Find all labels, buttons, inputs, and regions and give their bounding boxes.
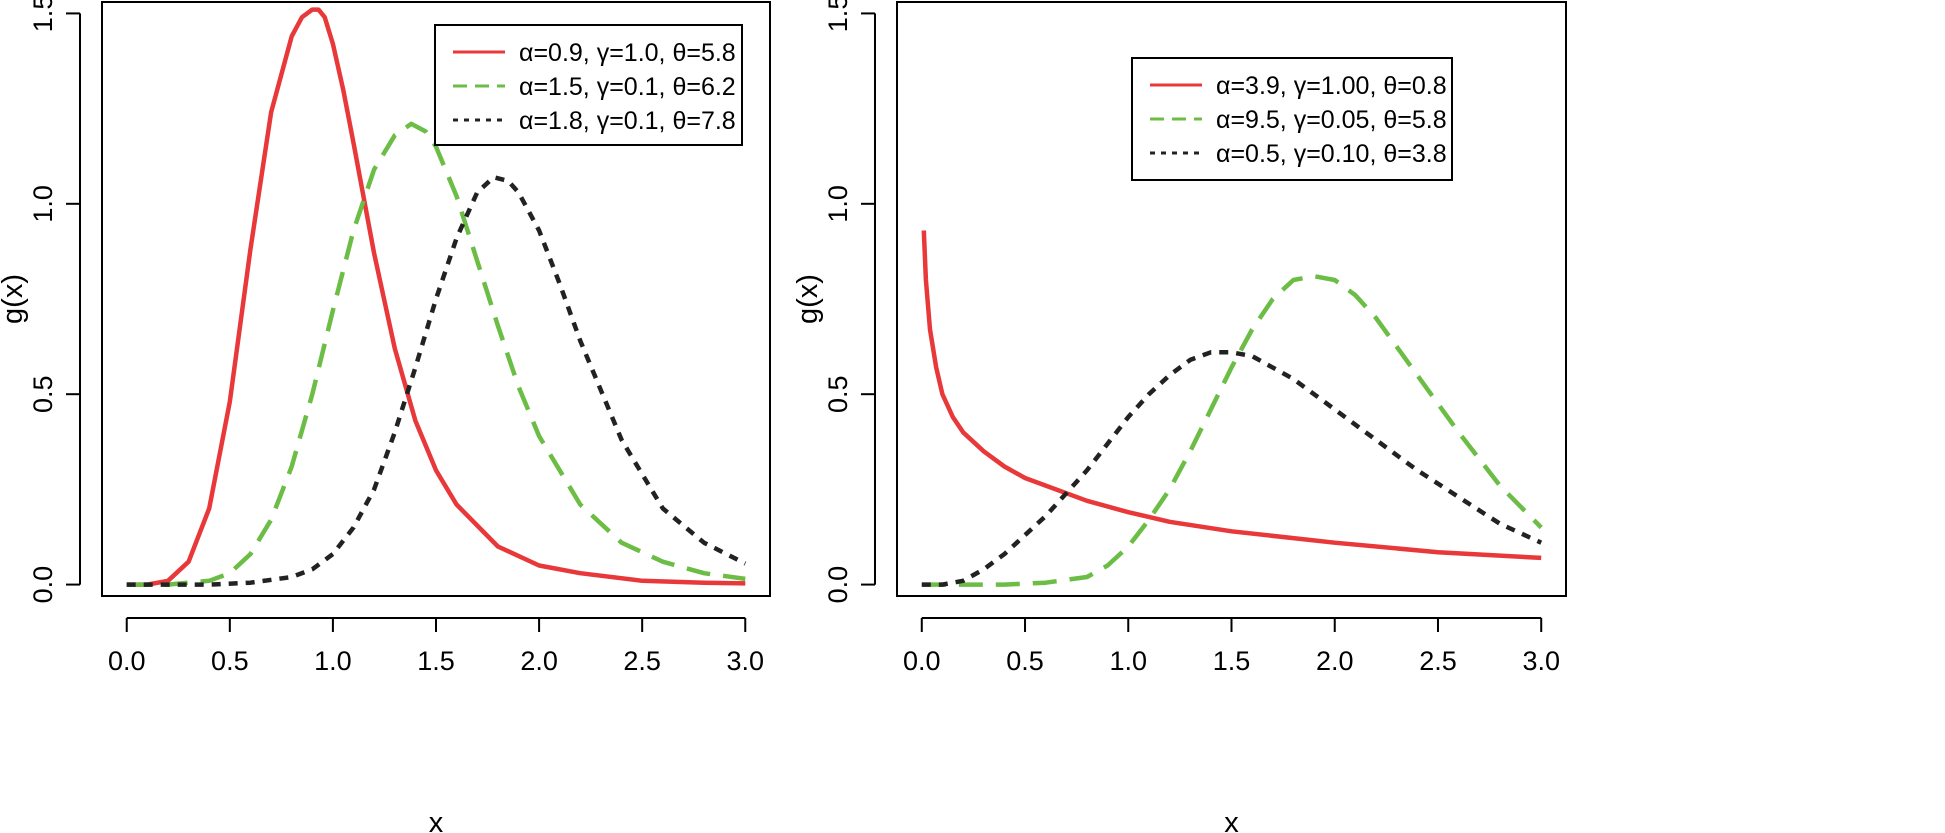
right-plot-panel: 0.0 0.5 1.0 1.5 2.0 2.5 3.0 0.0 0.5 1.0 1.5 x g(x) α=… — [792, 0, 1567, 833]
x-tick-label: 3.0 — [726, 646, 764, 676]
left-plot-panel: 0.0 0.5 1.0 1.5 2.0 2.5 3.0 0.0 0.5 1.0 1.5 x g(x) α=… — [0, 0, 771, 833]
series-line-0 — [126, 7, 746, 587]
y-tick-label: 0.0 — [28, 566, 58, 604]
x-tick-label: 0.0 — [903, 646, 941, 676]
y-axis-title: g(x) — [792, 274, 824, 324]
legend-label-1: α=1.5, γ=0.1, θ=6.2 — [519, 73, 736, 101]
x-axis-title: x — [429, 807, 444, 833]
y-tick-label: 1.5 — [823, 0, 853, 32]
x-axis-title: x — [1224, 807, 1239, 833]
series-line-0 — [921, 230, 1542, 561]
y-tick-label: 0.5 — [28, 375, 58, 413]
x-tick-label: 2.5 — [1419, 646, 1457, 676]
y-tick-label: 1.0 — [823, 185, 853, 223]
legend-label-0: α=0.9, γ=1.0, θ=5.8 — [519, 39, 736, 67]
x-tick-label: 0.0 — [108, 646, 146, 676]
legend-label-2: α=0.5, γ=0.10, θ=3.8 — [1216, 140, 1447, 168]
legend-label-0: α=3.9, γ=1.00, θ=0.8 — [1216, 72, 1447, 100]
x-tick-label: 1.0 — [1109, 646, 1147, 676]
x-tick-label: 1.5 — [417, 646, 455, 676]
series-line-2 — [126, 174, 747, 587]
x-tick-label: 0.5 — [1006, 646, 1044, 676]
y-tick-label: 0.5 — [823, 375, 853, 413]
x-tick-label: 1.0 — [314, 646, 352, 676]
series-line-1 — [126, 121, 746, 587]
plot-frame — [101, 1, 771, 597]
x-tick-label: 2.0 — [520, 646, 558, 676]
y-tick-label: 0.0 — [823, 566, 853, 604]
x-tick-label: 2.5 — [623, 646, 661, 676]
y-axis-title: g(x) — [0, 274, 29, 324]
legend-label-2: α=1.8, γ=0.1, θ=7.8 — [519, 107, 736, 135]
x-tick-label: 3.0 — [1522, 646, 1560, 676]
x-tick-label: 0.5 — [211, 646, 249, 676]
x-tick-label: 2.0 — [1316, 646, 1354, 676]
legend-label-1: α=9.5, γ=0.05, θ=5.8 — [1216, 106, 1447, 134]
x-tick-label: 1.5 — [1213, 646, 1251, 676]
series-line-1 — [921, 273, 1543, 587]
y-tick-label: 1.5 — [28, 0, 58, 32]
plot-frame — [896, 1, 1567, 597]
y-tick-label: 1.0 — [28, 185, 58, 223]
series-line-2 — [921, 350, 1543, 587]
